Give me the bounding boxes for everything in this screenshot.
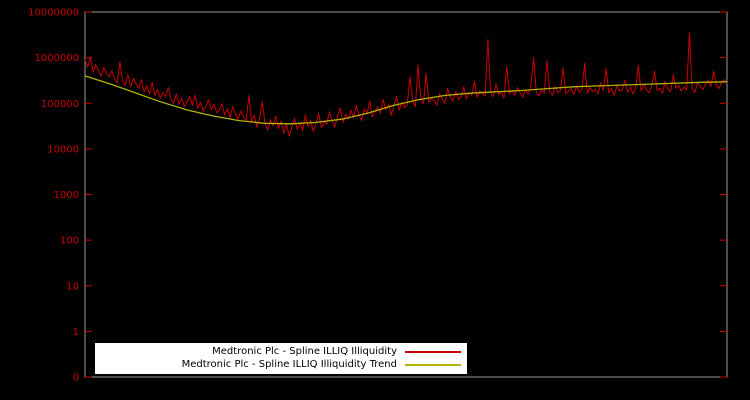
legend-item-illiq: Medtronic Plc - Spline ILLIQ Illiquidity <box>101 345 461 358</box>
series-illiq-line <box>84 32 728 137</box>
plot-border <box>84 11 728 378</box>
legend-label-illiq: Medtronic Plc - Spline ILLIQ Illiquidity <box>212 346 397 357</box>
y-tick-label: 1 <box>73 327 79 338</box>
y-tick-label: 1000000 <box>34 53 79 64</box>
legend-line-sample-red <box>405 350 461 353</box>
legend-label-trend: Medtronic Plc - Spline ILLIQ Illiquidity… <box>181 359 397 370</box>
legend-item-trend: Medtronic Plc - Spline ILLIQ Illiquidity… <box>101 358 461 371</box>
y-tick-label: 10000 <box>47 144 79 155</box>
series-trend-line <box>84 75 728 125</box>
y-tick-label: 10000000 <box>28 8 79 19</box>
y-tick-label: 10 <box>66 281 79 292</box>
y-tick-label: 0 <box>73 373 79 384</box>
chart-legend: Medtronic Plc - Spline ILLIQ Illiquidity… <box>95 343 467 374</box>
y-tick-label: 100 <box>60 236 79 247</box>
y-tick-label: 100000 <box>41 99 79 110</box>
y-tick-label: 1000 <box>54 190 79 201</box>
legend-line-sample-trend <box>405 363 461 366</box>
